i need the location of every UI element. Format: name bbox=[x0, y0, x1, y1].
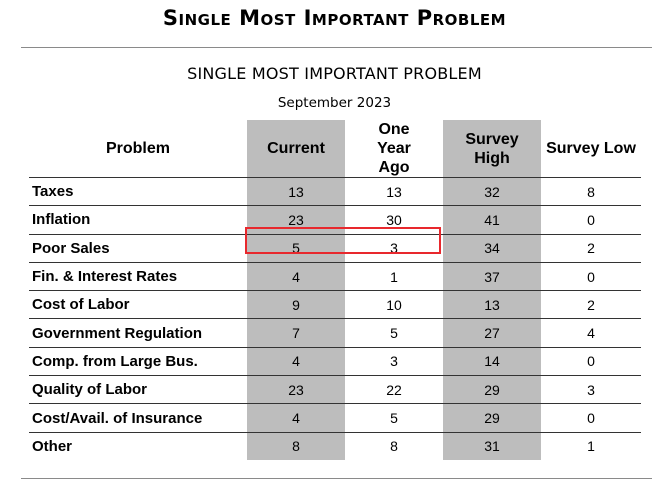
survey-low-cell: 3 bbox=[541, 375, 641, 405]
survey-high-cell: 14 bbox=[443, 347, 541, 377]
table-row: Poor Sales 5 3 34 2 bbox=[29, 234, 641, 263]
current-cell: 7 bbox=[247, 318, 345, 348]
current-cell: 4 bbox=[247, 262, 345, 292]
one-year-ago-cell: 5 bbox=[345, 318, 443, 348]
table-row: Government Regulation 7 5 27 4 bbox=[29, 318, 641, 348]
table-row: Taxes 13 13 32 8 bbox=[29, 177, 641, 207]
header-row: Problem Current One Year Ago Survey High… bbox=[29, 120, 641, 178]
problem-cell: Comp. from Large Bus. bbox=[29, 347, 247, 377]
header-problem: Problem bbox=[29, 120, 247, 178]
survey-low-cell: 0 bbox=[541, 205, 641, 235]
problem-cell: Inflation bbox=[29, 205, 247, 235]
table-row: Cost of Labor 9 10 13 2 bbox=[29, 290, 641, 320]
survey-high-cell: 29 bbox=[443, 375, 541, 405]
table-row: Cost/Avail. of Insurance 4 5 29 0 bbox=[29, 403, 641, 433]
table-row: Quality of Labor 23 22 29 3 bbox=[29, 375, 641, 405]
one-year-ago-cell: 10 bbox=[345, 290, 443, 320]
survey-high-cell: 32 bbox=[443, 177, 541, 207]
survey-low-cell: 0 bbox=[541, 347, 641, 377]
one-year-ago-cell: 8 bbox=[390, 438, 398, 455]
problem-cell: Government Regulation bbox=[29, 318, 247, 348]
problem-table: Problem Current One Year Ago Survey High… bbox=[29, 120, 641, 460]
survey-high-cell: 13 bbox=[443, 290, 541, 320]
survey-high-cell: 34 bbox=[443, 234, 541, 263]
current-cell: 23 bbox=[247, 375, 345, 405]
header-current: Current bbox=[247, 120, 345, 178]
top-rule bbox=[21, 47, 652, 48]
one-year-ago-cell: 5 bbox=[345, 403, 443, 433]
survey-low-cell: 0 bbox=[541, 262, 641, 292]
problem-cell: Fin. & Interest Rates bbox=[29, 262, 247, 292]
problem-cell: Other bbox=[32, 437, 73, 455]
survey-low-cell: 4 bbox=[541, 318, 641, 348]
survey-low-cell: 8 bbox=[541, 177, 641, 207]
survey-high-cell: 31 bbox=[484, 438, 500, 455]
one-year-ago-cell: 30 bbox=[345, 205, 443, 235]
survey-high-cell: 41 bbox=[443, 205, 541, 235]
bottom-rule bbox=[21, 478, 652, 479]
table-row: Inflation 23 30 41 0 bbox=[29, 205, 641, 235]
problem-cell: Taxes bbox=[29, 177, 247, 207]
table-subtitle: September 2023 bbox=[277, 95, 392, 111]
current-cell: 23 bbox=[247, 205, 345, 235]
one-year-ago-cell: 13 bbox=[345, 177, 443, 207]
one-year-ago-cell: 3 bbox=[345, 347, 443, 377]
survey-low-cell: 0 bbox=[541, 403, 641, 433]
header-survey-low: Survey Low bbox=[541, 120, 641, 178]
header-one-year-ago: One Year Ago bbox=[345, 120, 443, 178]
problem-cell: Cost/Avail. of Insurance bbox=[29, 403, 247, 433]
current-cell: 4 bbox=[247, 347, 345, 377]
poor-sales-highlight-box bbox=[245, 227, 441, 254]
survey-low-cell: 2 bbox=[541, 234, 641, 263]
one-year-ago-cell: 1 bbox=[345, 262, 443, 292]
one-year-ago-cell: 22 bbox=[345, 375, 443, 405]
problem-cell: Cost of Labor bbox=[29, 290, 247, 320]
table-row: Other 8 8 31 1 bbox=[29, 432, 641, 460]
survey-high-cell: 29 bbox=[443, 403, 541, 433]
current-cell: 4 bbox=[247, 403, 345, 433]
problem-cell: Quality of Labor bbox=[29, 375, 247, 405]
one-year-ago-cell: 3 bbox=[345, 234, 443, 263]
current-cell: 13 bbox=[247, 177, 345, 207]
survey-low-cell: 2 bbox=[541, 290, 641, 320]
header-survey-high: Survey High bbox=[443, 120, 541, 178]
current-cell: 9 bbox=[247, 290, 345, 320]
problem-cell: Poor Sales bbox=[29, 234, 247, 263]
survey-high-cell: 27 bbox=[443, 318, 541, 348]
table-row: Comp. from Large Bus. 4 3 14 0 bbox=[29, 347, 641, 377]
survey-low-cell: 1 bbox=[587, 438, 595, 455]
banner-title: Single Most Important Problem bbox=[162, 6, 507, 30]
current-cell: 5 bbox=[247, 234, 345, 263]
table-title: SINGLE MOST IMPORTANT PROBLEM bbox=[187, 64, 482, 83]
table-row: Fin. & Interest Rates 4 1 37 0 bbox=[29, 262, 641, 292]
survey-high-cell: 37 bbox=[443, 262, 541, 292]
current-cell: 8 bbox=[292, 438, 300, 455]
